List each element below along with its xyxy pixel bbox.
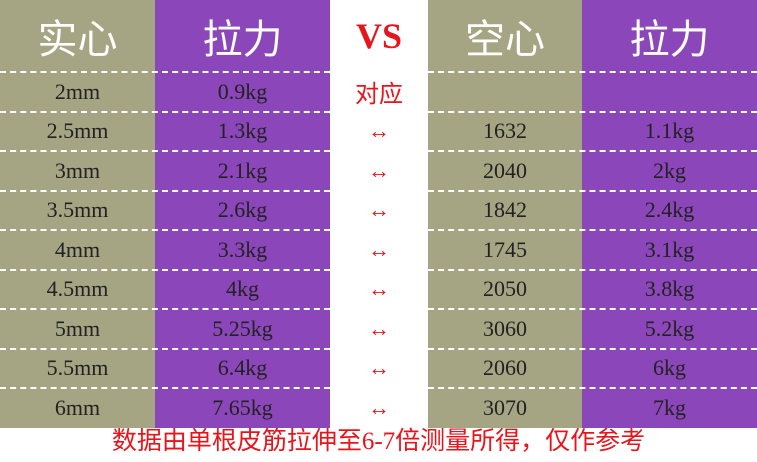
table-cell: 2040 <box>428 151 582 191</box>
table-cell: 4.5mm <box>0 269 155 309</box>
table-cell: 5.2kg <box>582 309 757 349</box>
table-cell: 2.6kg <box>155 190 330 230</box>
table-cell: 5mm <box>0 309 155 349</box>
row-divider <box>428 189 757 192</box>
table-cell: ↔ <box>368 355 390 381</box>
row-divider <box>0 268 330 271</box>
table-cell: 6kg <box>582 348 757 388</box>
table-cell: 2mm <box>0 72 155 112</box>
table-cell: 1745 <box>428 230 582 270</box>
table-cell: 0.9kg <box>155 72 330 112</box>
table-cell: 5.5mm <box>0 348 155 388</box>
table-cell: 3.5mm <box>0 190 155 230</box>
table-cell: 2060 <box>428 348 582 388</box>
row-divider <box>428 150 757 152</box>
table-cell: 2.1kg <box>155 151 330 191</box>
row-divider <box>0 71 330 73</box>
table-cell <box>582 72 757 112</box>
row-divider <box>428 308 757 310</box>
table-cell: 4mm <box>0 230 155 270</box>
table-cell: 对应 <box>355 82 403 109</box>
row-divider <box>428 387 757 389</box>
row-divider <box>0 110 330 113</box>
table-cell: 3060 <box>428 309 582 349</box>
header-cell: VS <box>355 16 403 56</box>
row-divider <box>428 347 757 350</box>
row-divider <box>0 387 330 389</box>
row-divider <box>0 347 330 350</box>
table-cell <box>428 72 582 112</box>
row-divider <box>428 71 757 73</box>
header-cell: 拉力 <box>155 0 330 72</box>
table-cell: ↔ <box>368 394 390 420</box>
table-cell: 1.1kg <box>582 111 757 151</box>
header-cell: 空心 <box>428 0 582 72</box>
row-divider <box>428 268 757 271</box>
table-cell: 6mm <box>0 388 155 428</box>
row-divider <box>0 150 330 152</box>
table-cell: 5.25kg <box>155 309 330 349</box>
table-cell: 1842 <box>428 190 582 230</box>
table-cell: 4kg <box>155 269 330 309</box>
table-cell: 1632 <box>428 111 582 151</box>
table-cell: 2.4kg <box>582 190 757 230</box>
table-cell: ↔ <box>368 157 390 183</box>
table-cell: 7kg <box>582 388 757 428</box>
table-cell: 2.5mm <box>0 111 155 151</box>
table-cell: 3070 <box>428 388 582 428</box>
header-cell: 实心 <box>0 0 155 72</box>
table-cell: ↔ <box>368 276 390 302</box>
table-cell: ↔ <box>368 236 390 262</box>
table-cell: 3.8kg <box>582 269 757 309</box>
table-cell: 1.3kg <box>155 111 330 151</box>
table-cell: 3.3kg <box>155 230 330 270</box>
row-divider <box>0 308 330 310</box>
table-cell: 7.65kg <box>155 388 330 428</box>
footer-note: 数据由单根皮筋拉伸至6-7倍测量所得，仅作参考 <box>111 428 646 455</box>
table-cell: 3mm <box>0 151 155 191</box>
row-divider <box>428 110 757 113</box>
table-cell: 2kg <box>582 151 757 191</box>
row-divider <box>0 189 330 192</box>
row-divider <box>428 229 757 231</box>
table-cell: ↔ <box>368 118 390 144</box>
table-cell: ↔ <box>368 315 390 341</box>
header-cell: 拉力 <box>582 0 757 72</box>
table-cell: 2050 <box>428 269 582 309</box>
row-divider <box>0 229 330 231</box>
table-cell: 6.4kg <box>155 348 330 388</box>
table-cell: ↔ <box>368 197 390 223</box>
table-cell: 3.1kg <box>582 230 757 270</box>
